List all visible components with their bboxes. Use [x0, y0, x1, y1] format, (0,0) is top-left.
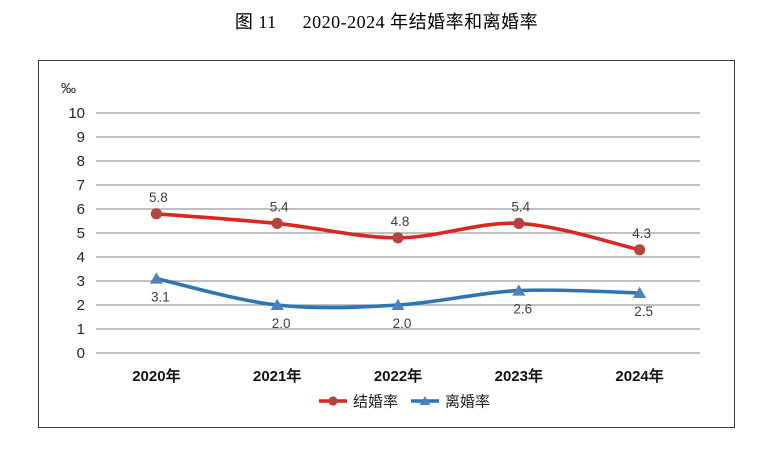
data-point-marker — [270, 298, 284, 310]
x-tick-label: 2021年 — [253, 367, 301, 385]
data-point-marker — [392, 232, 404, 244]
y-tick-label: 3 — [77, 273, 85, 290]
series-结婚率: 5.8 5.4 4.8 5.4 4.3 — [149, 190, 651, 256]
data-point-marker — [512, 284, 526, 296]
data-label: 2.0 — [272, 316, 291, 331]
data-label: 3.1 — [151, 290, 170, 305]
legend-item: 离婚率 — [411, 394, 490, 411]
y-tick-label: 9 — [77, 129, 85, 146]
data-label: 2.0 — [393, 316, 412, 331]
data-point-marker — [150, 208, 162, 220]
data-label: 4.3 — [632, 226, 651, 241]
y-axis-labels: 0 1 2 3 4 5 6 7 8 9 10 — [68, 105, 85, 362]
figure-number: 图 11 — [234, 12, 277, 32]
figure-title: 图 11 2020-2024 年结婚率和离婚率 — [0, 8, 773, 34]
data-point-marker — [513, 217, 525, 229]
y-tick-label: 5 — [77, 225, 85, 242]
x-tick-label: 2023年 — [495, 367, 543, 385]
y-tick-label: 1 — [77, 321, 85, 338]
y-tick-label: 6 — [77, 201, 85, 218]
legend-label: 离婚率 — [445, 394, 490, 411]
y-axis-unit: ‰ — [61, 80, 76, 97]
y-tick-label: 4 — [77, 249, 85, 266]
series-离婚率: 3.1 2.0 2.0 2.6 2.5 — [149, 272, 653, 331]
data-point-marker — [149, 272, 163, 284]
data-point-marker — [633, 286, 647, 298]
legend-marker — [419, 396, 431, 405]
y-tick-label: 7 — [77, 177, 85, 194]
data-label: 2.6 — [513, 302, 532, 317]
legend: 结婚率 离婚率 — [319, 394, 490, 411]
chart-frame: ‰ 0 1 2 3 4 5 6 7 8 9 10 2020年 2021年 2022年 2023年 2024年 5.… — [38, 60, 735, 428]
x-tick-label: 2020年 — [132, 367, 180, 385]
y-tick-label: 0 — [77, 345, 85, 362]
data-point-marker — [634, 244, 646, 256]
y-tick-label: 2 — [77, 297, 85, 314]
x-tick-label: 2022年 — [374, 367, 422, 385]
x-axis-labels: 2020年 2021年 2022年 2023年 2024年 — [132, 367, 664, 385]
legend-item: 结婚率 — [319, 394, 398, 411]
data-label: 2.5 — [634, 304, 653, 319]
data-label: 4.8 — [391, 214, 410, 229]
x-tick-label: 2024年 — [615, 367, 663, 385]
y-tick-label: 10 — [68, 105, 85, 122]
legend-label: 结婚率 — [353, 394, 398, 411]
data-label: 5.4 — [270, 199, 289, 214]
data-label: 5.4 — [511, 199, 530, 214]
data-point-marker — [271, 217, 283, 229]
legend-marker — [328, 396, 338, 406]
figure-caption: 2020-2024 年结婚率和离婚率 — [302, 12, 539, 32]
line-chart: ‰ 0 1 2 3 4 5 6 7 8 9 10 2020年 2021年 2022年 2023年 2024年 5.… — [61, 80, 700, 411]
data-point-marker — [391, 298, 405, 310]
y-tick-label: 8 — [77, 153, 85, 170]
data-label: 5.8 — [149, 190, 168, 205]
